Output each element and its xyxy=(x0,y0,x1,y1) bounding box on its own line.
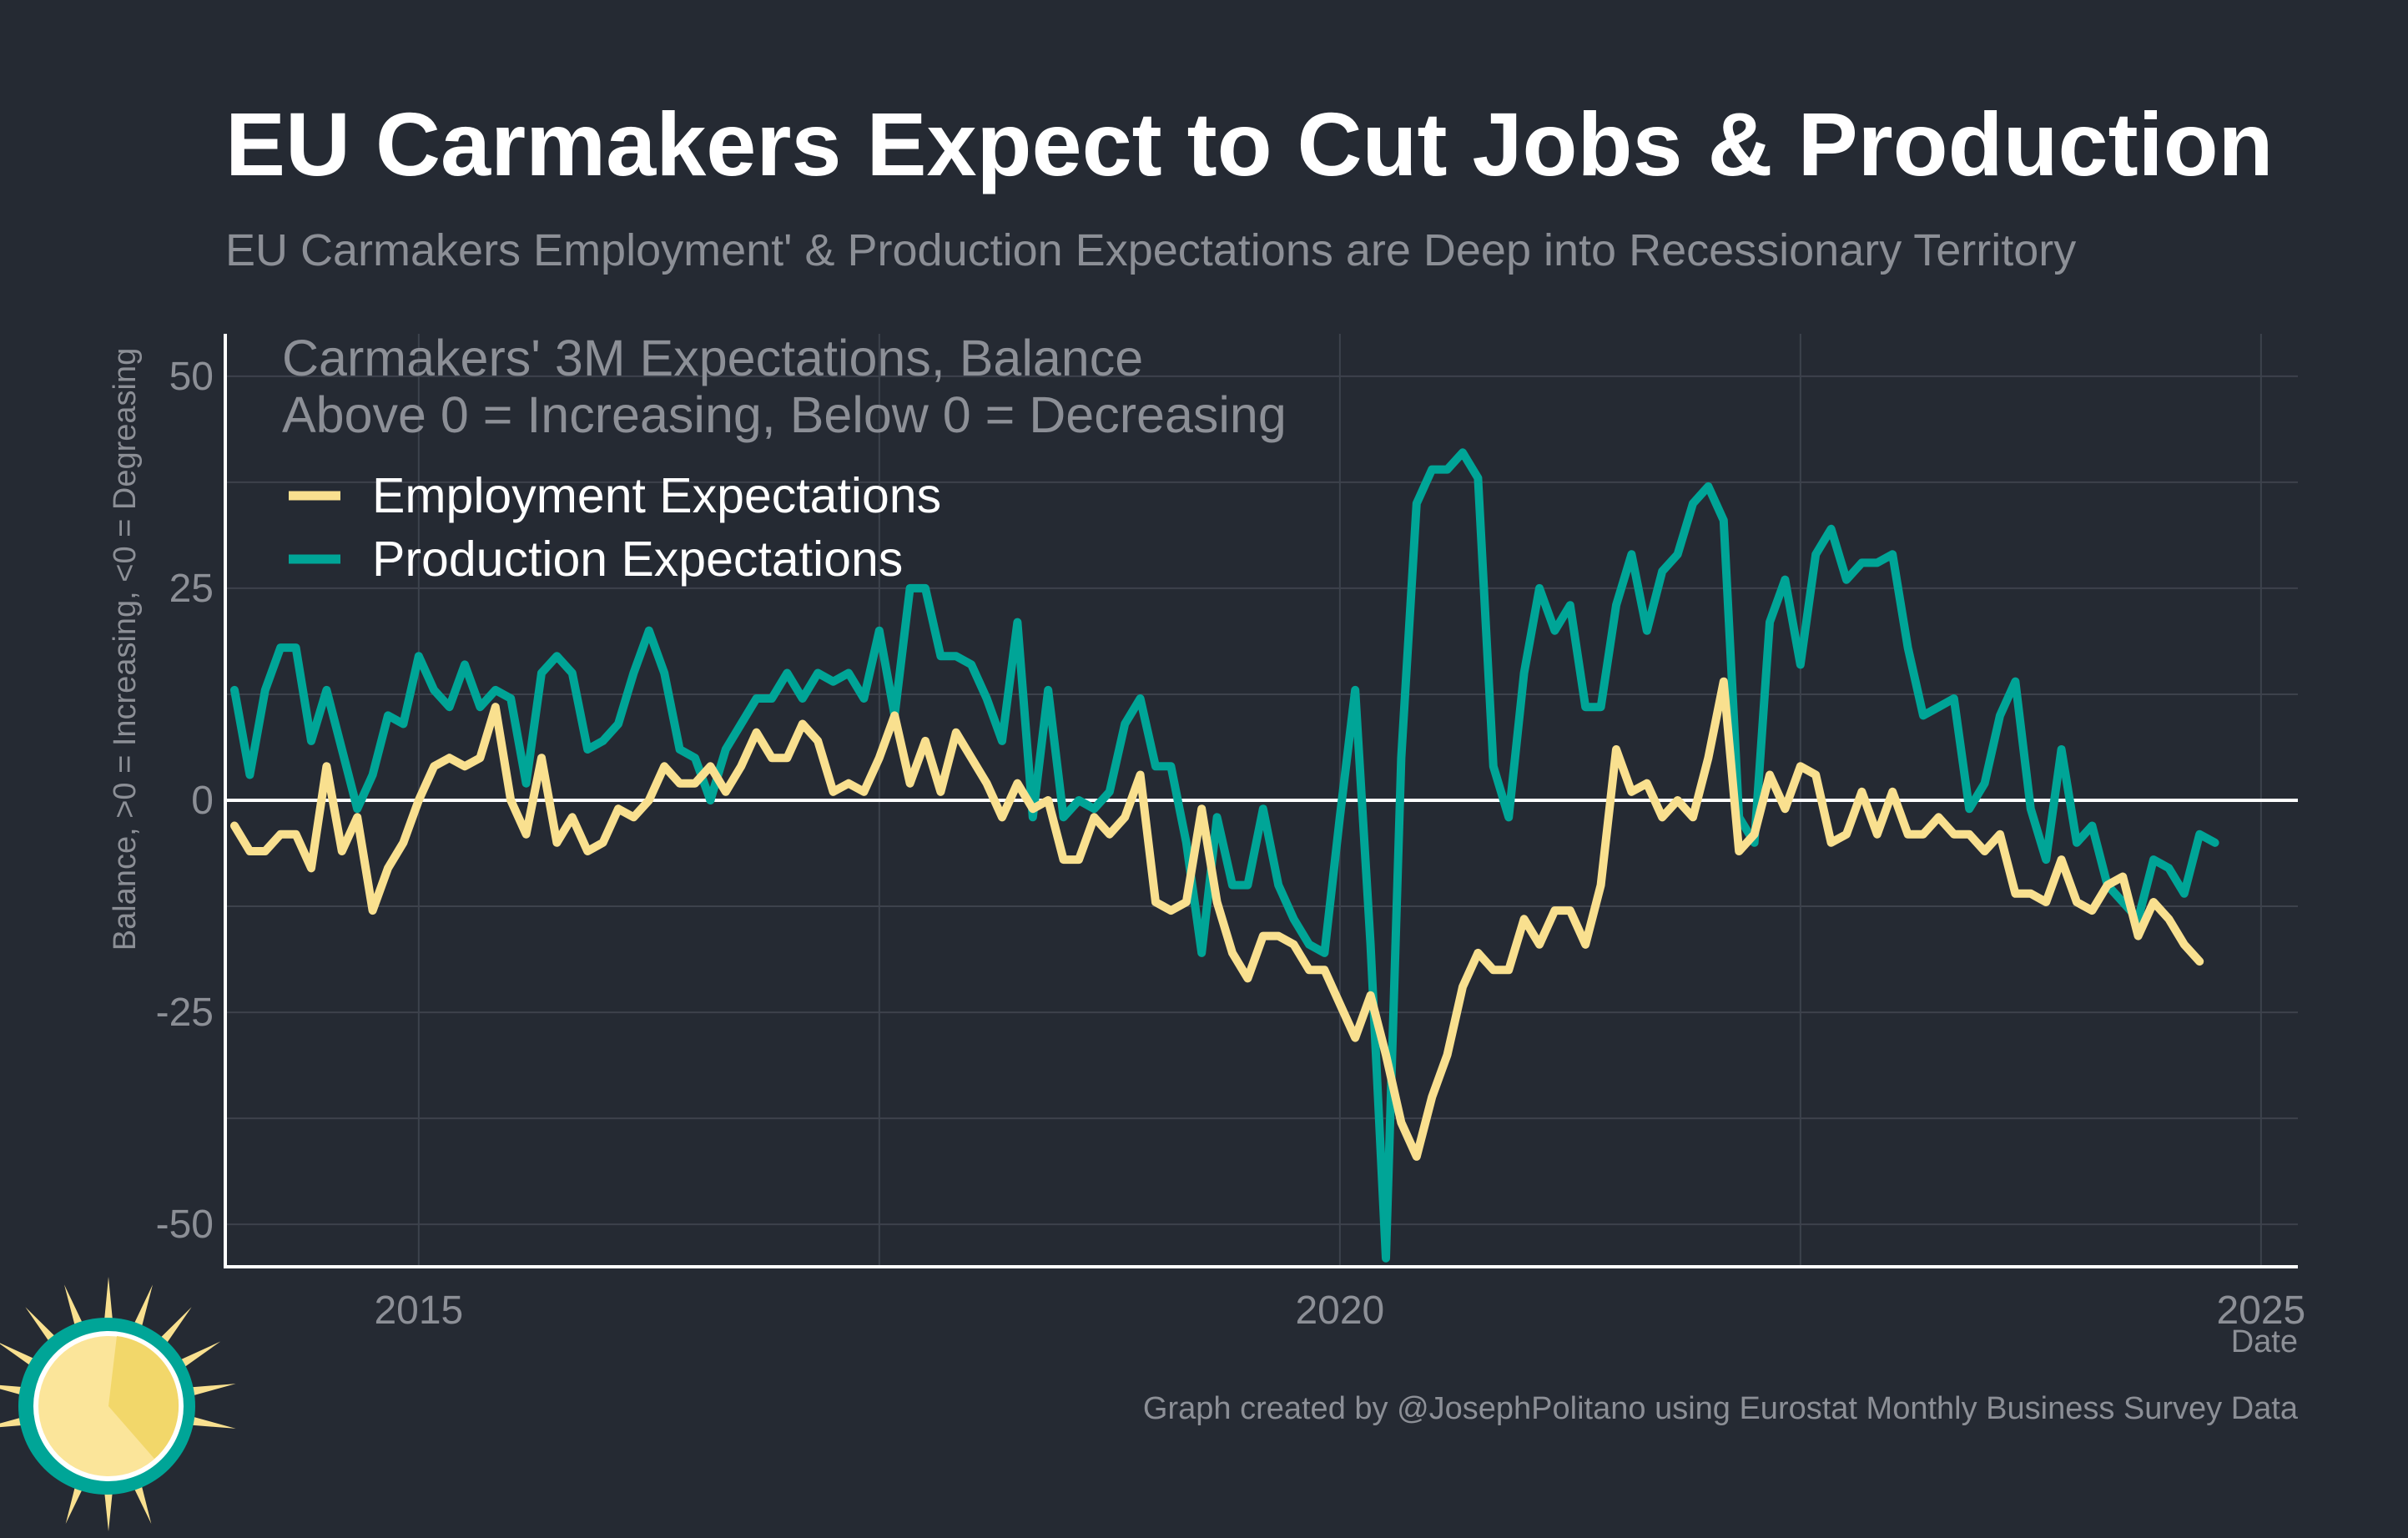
axes xyxy=(224,334,2298,1268)
y-tick-label: 0 xyxy=(191,779,214,823)
chart-subtitle: EU Carmakers Employment' & Production Ex… xyxy=(225,225,2076,275)
sun-logo-icon xyxy=(0,1277,236,1531)
series-line-production xyxy=(230,448,2219,1263)
tick-labels: 2015 2020 2025 50 25 0 -25 -50 xyxy=(156,355,2306,1333)
x-tick-label: 2015 xyxy=(374,1288,463,1333)
y-tick-label: -50 xyxy=(156,1203,214,1247)
x-tick-label: 2020 xyxy=(1295,1288,1384,1333)
y-tick-label: 50 xyxy=(169,355,214,399)
source-caption: Graph created by @JosephPolitano using E… xyxy=(1143,1391,2299,1426)
y-axis-label: Balance, >0 = Increasing, <0 = Degreasin… xyxy=(108,348,143,951)
legend-label-employment: Employment Expectations xyxy=(372,468,941,523)
legend-label-production: Production Expectations xyxy=(372,532,903,587)
chart-title: EU Carmakers Expect to Cut Jobs & Produc… xyxy=(225,93,2274,194)
x-tick-label: 2025 xyxy=(2216,1288,2305,1333)
series-line-employment xyxy=(230,677,2204,1161)
x-axis-label: Date xyxy=(2231,1324,2298,1359)
legend: Employment Expectations Production Expec… xyxy=(289,468,941,587)
inset-title-line2: Above 0 = Increasing, Below 0 = Decreasi… xyxy=(282,386,1287,443)
y-tick-label: 25 xyxy=(169,567,214,611)
inset-title-line1: Carmakers' 3M Expectations, Balance xyxy=(282,330,1143,386)
y-tick-label: -25 xyxy=(156,991,214,1035)
series-layer xyxy=(230,448,2219,1263)
